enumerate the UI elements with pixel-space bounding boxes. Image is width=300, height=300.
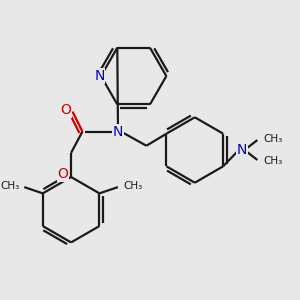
Text: O: O bbox=[58, 167, 69, 181]
Text: CH₃: CH₃ bbox=[263, 134, 282, 144]
Text: N: N bbox=[113, 124, 123, 139]
Text: N: N bbox=[94, 69, 105, 83]
Text: CH₃: CH₃ bbox=[263, 156, 282, 166]
Text: O: O bbox=[60, 103, 71, 117]
Text: CH₃: CH₃ bbox=[0, 181, 19, 191]
Text: N: N bbox=[236, 143, 247, 157]
Text: CH₃: CH₃ bbox=[123, 181, 142, 191]
